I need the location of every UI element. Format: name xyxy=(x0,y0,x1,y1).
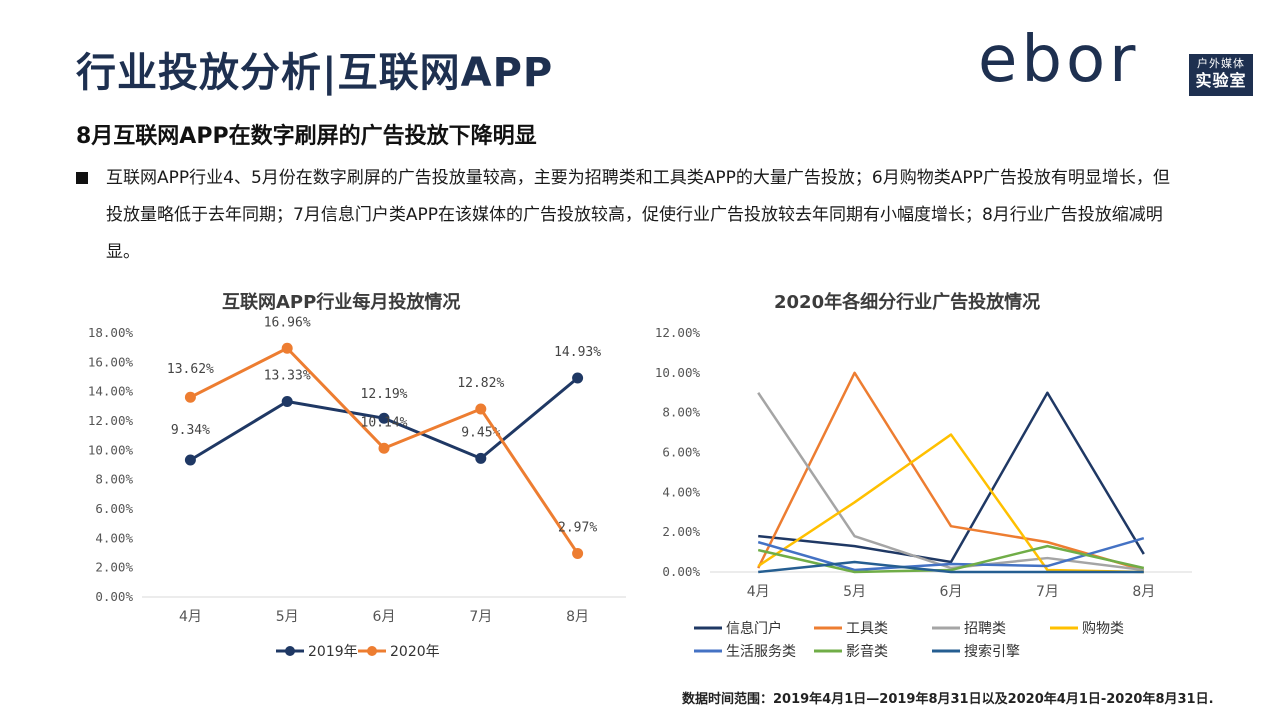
chart2-xtick: 7月 xyxy=(1036,584,1059,600)
bullet-square-icon xyxy=(76,172,88,184)
chart1-xtick: 7月 xyxy=(469,609,492,625)
chart2-title: 2020年各细分行业广告投放情况 xyxy=(774,292,1041,313)
chart1-ytick: 18.00% xyxy=(88,325,134,340)
bullet-paragraph: 互联网APP行业4、5月份在数字刷屏的广告投放量较高，主要为招聘类和工具类APP… xyxy=(76,160,1186,271)
chart2-ytick: 12.00% xyxy=(655,325,701,340)
footnote: 数据时间范围：2019年4月1日—2019年8月31日以及2020年4月1日-2… xyxy=(682,692,1214,707)
chart1-ytick: 10.00% xyxy=(88,442,134,457)
chart1-data-label: 9.34% xyxy=(171,423,210,438)
chart1-data-point xyxy=(378,412,390,424)
chart1-ytick: 4.00% xyxy=(95,530,133,545)
chart1-data-point xyxy=(572,372,584,384)
chart2-series-line xyxy=(757,371,1145,572)
chart1-data-label: 16.96% xyxy=(264,315,311,330)
chart1-data-point xyxy=(281,395,293,407)
legend-label: 搜索引擎 xyxy=(964,643,1020,660)
chart2-series-line xyxy=(757,392,1144,572)
chart1-data-point xyxy=(184,454,196,466)
bullet-text: 互联网APP行业4、5月份在数字刷屏的广告投放量较高，主要为招聘类和工具类APP… xyxy=(106,168,1170,262)
legend-label: 2020年 xyxy=(390,644,440,660)
logo-tag-top: 户外媒体 xyxy=(1197,57,1245,70)
chart2-ytick: 2.00% xyxy=(662,524,700,539)
legend-marker xyxy=(367,646,377,656)
chart1-data-point xyxy=(475,403,487,415)
chart2-series-line xyxy=(758,560,1144,574)
chart1-data-point xyxy=(475,452,487,464)
logo-tag: 户外媒体 实验室 xyxy=(1189,54,1253,96)
page-title: 行业投放分析|互联网APP xyxy=(76,50,554,96)
chart1-data-point xyxy=(378,442,390,454)
chart2-xtick: 5月 xyxy=(843,584,866,600)
logo-tag-bottom: 实验室 xyxy=(1195,71,1247,90)
chart2-ytick: 8.00% xyxy=(662,405,700,420)
chart1-ytick: 0.00% xyxy=(95,589,133,604)
chart1-data-label: 2.97% xyxy=(558,520,597,535)
chart1-data-point xyxy=(572,547,584,559)
chart2-series-line xyxy=(757,536,1145,572)
chart1-xtick: 5月 xyxy=(276,609,299,625)
chart1-title: 互联网APP行业每月投放情况 xyxy=(222,292,461,313)
chart1-xtick: 4月 xyxy=(179,609,202,625)
legend-label: 购物类 xyxy=(1082,621,1124,637)
chart2-series-line xyxy=(758,391,1145,564)
chart1-ytick: 12.00% xyxy=(88,413,134,428)
chart1-data-label: 12.19% xyxy=(361,387,408,402)
chart2-ytick: 4.00% xyxy=(662,484,700,499)
chart1-xtick: 8月 xyxy=(566,609,589,625)
chart1-data-point xyxy=(281,342,293,354)
legend-label: 生活服务类 xyxy=(726,644,796,660)
legend-label: 工具类 xyxy=(846,621,888,637)
chart1-ytick: 16.00% xyxy=(88,354,134,369)
chart1-data-label: 9.45% xyxy=(461,425,500,440)
legend-label: 影音类 xyxy=(846,643,888,660)
logo-wordmark: ebor xyxy=(978,23,1140,97)
chart1-data-label: 10.14% xyxy=(361,415,408,430)
chart2-ytick: 6.00% xyxy=(662,445,700,460)
ebor-logo: ebor 户外媒体 实验室 xyxy=(978,24,1254,98)
chart2-series-line xyxy=(757,433,1144,574)
chart1-xtick: 6月 xyxy=(373,609,396,625)
chart1-data-label: 12.82% xyxy=(457,376,504,391)
chart1-ytick: 6.00% xyxy=(95,501,133,516)
chart1-data-point xyxy=(184,391,196,403)
legend-label: 2019年 xyxy=(308,644,358,660)
chart2-xtick: 4月 xyxy=(747,584,770,600)
legend-label: 招聘类 xyxy=(964,621,1006,637)
chart1-data-label: 13.33% xyxy=(264,368,311,383)
chart1-data-label: 14.93% xyxy=(554,345,601,360)
section-subtitle: 8月互联网APP在数字刷屏的广告投放下降明显 xyxy=(76,124,537,149)
chart2-ytick: 10.00% xyxy=(655,365,701,380)
legend-marker xyxy=(285,646,295,656)
chart1-ytick: 8.00% xyxy=(95,472,133,487)
chart2-xtick: 8月 xyxy=(1132,584,1155,600)
legend-label: 信息门户 xyxy=(726,620,782,637)
chart1-ytick: 14.00% xyxy=(88,384,134,399)
chart1-ytick: 2.00% xyxy=(95,560,133,575)
chart1-data-label: 13.62% xyxy=(167,362,214,377)
chart2-xtick: 6月 xyxy=(940,584,963,600)
chart2-ytick: 0.00% xyxy=(662,564,700,579)
